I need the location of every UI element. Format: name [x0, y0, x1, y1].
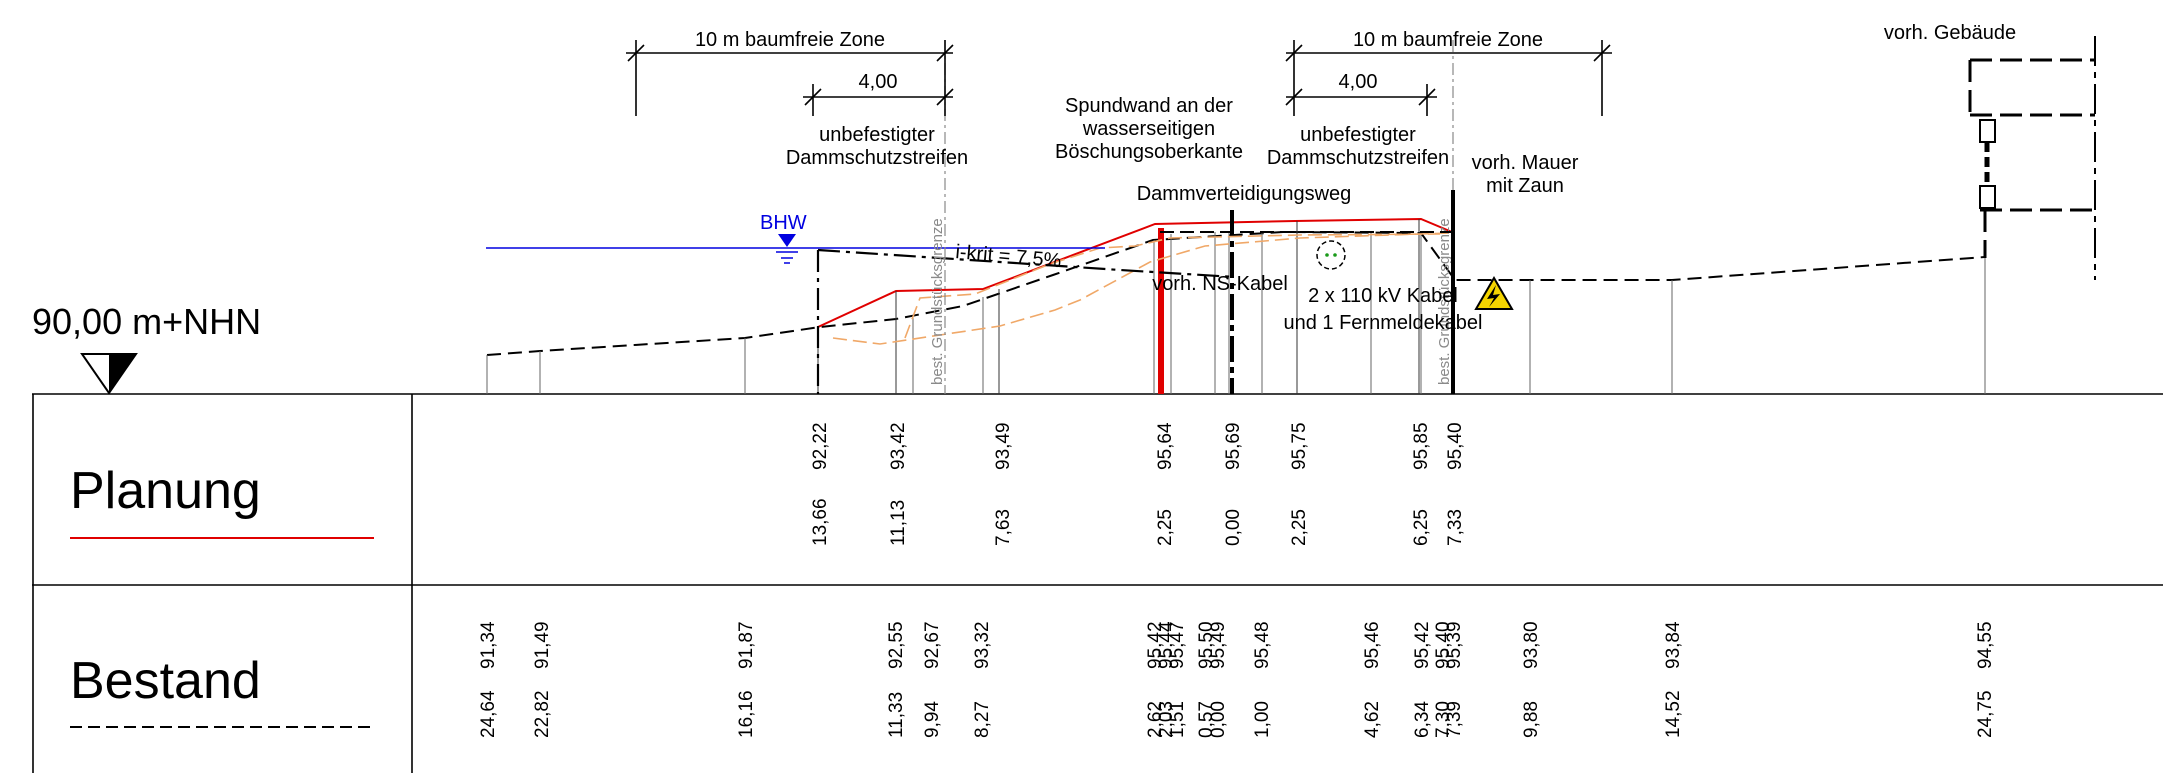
wall-label-1: vorh. Mauer — [1472, 152, 1579, 174]
cable-dot — [1333, 253, 1337, 257]
bestand-height-value: 93,84 — [1663, 621, 1684, 669]
planung-distance-value: 2,25 — [1289, 509, 1310, 546]
bestand-distance-value: 9,88 — [1521, 701, 1542, 738]
bestand-distance-value: 8,27 — [972, 701, 993, 738]
bestand-distance-value: 1,51 — [1167, 701, 1188, 738]
planung-height-value: 95,69 — [1223, 422, 1244, 470]
sheet-pile-label-2: wasserseitigen — [1082, 118, 1215, 140]
bestand-height-value: 93,32 — [972, 621, 993, 669]
bestand-station-ticks — [487, 232, 1985, 394]
planung-height-value: 95,64 — [1155, 422, 1176, 470]
bestand-distance-value: 4,62 — [1362, 701, 1383, 738]
bestand-distance-value: 24,64 — [478, 690, 499, 738]
bestand-height-value: 95,48 — [1252, 621, 1273, 669]
bestand-distance-value: 22,82 — [532, 690, 553, 738]
planung-distance-value: 11,13 — [888, 500, 909, 546]
planung-distance-value: 7,63 — [993, 509, 1014, 546]
bestand-height-value: 92,67 — [922, 621, 943, 669]
bestand-height-value: 95,39 — [1444, 621, 1465, 669]
building-column-bottom — [1980, 186, 1995, 208]
bestand-distance-value: 14,52 — [1663, 690, 1684, 738]
left-strip-label-1: unbefestigter — [819, 124, 935, 146]
bestand-row-label: Bestand — [70, 652, 261, 710]
bestand-height-value: 92,55 — [886, 621, 907, 669]
bestand-height-value: 94,55 — [1975, 621, 1996, 669]
planung-distance-value: 7,33 — [1445, 509, 1466, 546]
ns-cable-label: vorh. NS-Kabel — [1152, 273, 1288, 295]
road-label: Dammverteidigungsweg — [1137, 183, 1352, 205]
property-line-left-label: best. Grundstücksgrenze — [929, 218, 946, 385]
bestand-height-value: 95,46 — [1362, 621, 1383, 669]
planung-height-value: 95,85 — [1411, 422, 1432, 470]
bestand-height-value: 91,87 — [736, 621, 757, 669]
right-strip-label-1: unbefestigter — [1300, 124, 1416, 146]
high-voltage-icon — [1476, 278, 1512, 309]
bestand-height-value: 93,80 — [1521, 621, 1542, 669]
planung-distance-value: 13,66 — [810, 498, 831, 546]
left-strip-label-2: Dammschutzstreifen — [786, 147, 968, 169]
datum-triangle-icon — [82, 354, 136, 393]
planung-distance-value: 0,00 — [1223, 509, 1244, 546]
bestand-height-value: 91,34 — [478, 621, 499, 669]
bestand-height-value: 95,49 — [1208, 621, 1229, 669]
bestand-height-value: 95,42 — [1412, 621, 1433, 669]
datum-label: 90,00 m+NHN — [32, 301, 261, 342]
cables-label-1: 2 x 110 kV Kabel — [1308, 285, 1458, 307]
planung-height-value: 95,40 — [1445, 422, 1466, 470]
bestand-height-value: 95,47 — [1167, 621, 1188, 669]
cables-label-2: und 1 Fernmeldekabel — [1283, 312, 1482, 334]
planung-row-label: Planung — [70, 462, 261, 520]
bestand-distance-value: 0,00 — [1208, 701, 1229, 738]
wall-label-2: mit Zaun — [1486, 175, 1564, 197]
left-zone-label: 10 m baumfreie Zone — [695, 29, 885, 51]
bestand-distance-value: 24,75 — [1975, 690, 1996, 738]
planung-distance-value: 2,25 — [1155, 509, 1176, 546]
sheet-pile-label-3: Böschungsoberkante — [1055, 141, 1243, 163]
planung-height-value: 92,22 — [810, 422, 831, 470]
bestand-distance-value: 6,34 — [1412, 701, 1433, 738]
profile-table — [32, 394, 2163, 773]
right-strip-width-label: 4,00 — [1339, 71, 1378, 93]
sheet-pile-label-1: Spundwand an der — [1065, 95, 1233, 117]
bestand-distance-value: 1,00 — [1252, 701, 1273, 738]
right-zone-label: 10 m baumfreie Zone — [1353, 29, 1543, 51]
bestand-distance-value: 11,33 — [886, 692, 907, 738]
right-strip-label-2: Dammschutzstreifen — [1267, 147, 1449, 169]
bestand-height-value: 91,49 — [532, 621, 553, 669]
planung-distance-value: 6,25 — [1411, 509, 1432, 546]
bhw-label: BHW — [760, 212, 807, 234]
planung-height-value: 95,75 — [1289, 422, 1310, 470]
cable-dot — [1325, 253, 1329, 257]
planung-values: 92,22 93,42 93,49 95,64 95,69 95,75 95,85 95,40… — [810, 422, 1466, 546]
bestand-distance-value: 9,94 — [922, 701, 943, 738]
slope-label: i-krit = 7,5% — [955, 241, 1063, 272]
cable-duct-icon — [1317, 241, 1345, 269]
planung-height-value: 93,42 — [888, 422, 909, 470]
bestand-values: 91,34 91,49 91,87 92,55 92,67 93,32 95,4295,44… — [478, 621, 1996, 738]
bestand-distance-value: 16,16 — [736, 690, 757, 738]
left-strip-width-label: 4,00 — [859, 71, 898, 93]
planung-height-value: 93,49 — [993, 422, 1014, 470]
building-label: vorh. Gebäude — [1884, 22, 2016, 44]
building-column-top — [1980, 120, 1995, 142]
sheet-pile-wall — [1158, 228, 1164, 394]
bestand-distance-value: 7,39 — [1444, 701, 1465, 738]
